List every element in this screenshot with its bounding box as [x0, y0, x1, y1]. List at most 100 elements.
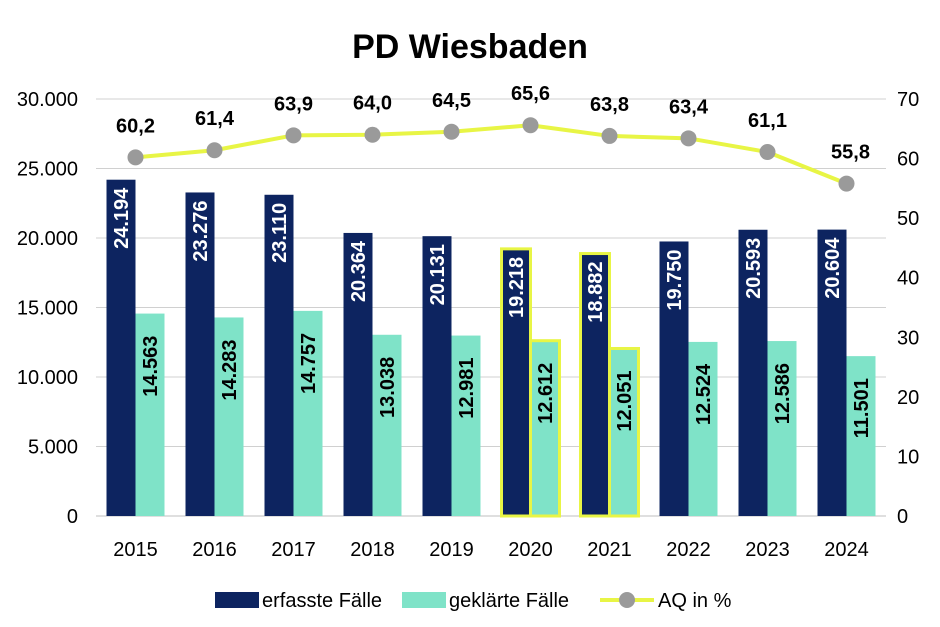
bar-geklaerte-faelle — [529, 339, 561, 518]
bar-geklaerte-faelle — [293, 310, 323, 516]
y-right-tick-label: 0 — [897, 506, 908, 528]
x-tick-label: 2018 — [350, 539, 395, 561]
bar-label-erfasste: 23.110 — [269, 203, 291, 263]
y-right-tick-label: 30 — [897, 327, 919, 349]
y-right-tick-label: 20 — [897, 387, 919, 409]
bar-erfasste-faelle — [106, 179, 136, 516]
bar-label-erfasste: 18.882 — [585, 262, 607, 323]
bar-erfasste-faelle — [264, 194, 294, 516]
aq-data-label: 64,5 — [432, 90, 471, 112]
aq-marker — [759, 144, 776, 161]
bar-label-erfasste: 23.276 — [190, 200, 212, 261]
bar-geklaerte-faelle — [688, 341, 718, 516]
aq-line — [135, 123, 848, 186]
x-tick-label: 2015 — [113, 539, 158, 561]
y-right-tick-label: 50 — [897, 208, 919, 230]
bar-label-geklaerte: 12.586 — [772, 363, 794, 424]
bar-label-geklaerte: 11.501 — [851, 378, 873, 438]
bar-erfasste-faelle — [500, 247, 532, 518]
bar-label-erfasste: 24.194 — [111, 187, 133, 249]
bar-label-geklaerte: 13.038 — [377, 357, 399, 418]
aq-data-label: 61,1 — [748, 110, 787, 132]
legend: erfasste Fälle geklärte Fälle AQ in % — [215, 590, 732, 612]
x-tick-label: 2016 — [192, 539, 237, 561]
aq-data-label: 55,8 — [831, 142, 870, 164]
bar-geklaerte-faelle — [608, 346, 640, 518]
bar-label-erfasste: 19.750 — [664, 249, 686, 310]
bar-erfasste-faelle — [659, 241, 689, 516]
bar-label-geklaerte: 14.563 — [140, 336, 162, 397]
aq-data-label: 63,8 — [590, 94, 629, 116]
y-left-tick-label: 10.000 — [17, 367, 78, 389]
bar-label-erfasste: 20.604 — [822, 237, 844, 299]
y-left-tick-label: 20.000 — [17, 228, 78, 250]
y-left-tick-label: 0 — [67, 506, 78, 528]
x-tick-label: 2024 — [824, 539, 869, 561]
bar-geklaerte-faelle — [846, 356, 876, 516]
bar-data-labels: 24.194 14.563 23.276 14.283 23.110 14.757 20.3… — [111, 187, 873, 438]
aq-marker — [364, 126, 381, 143]
bar-geklaerte-faelle — [451, 335, 481, 516]
chart-title: PD Wiesbaden — [352, 28, 588, 66]
line-series-aq: 60,2 61,4 63,9 64,0 64,5 65,6 63,8 63,4 61,1 55,8 — [116, 83, 870, 192]
bar-label-geklaerte: 12.051 — [614, 370, 636, 431]
y-left-tick-label: 15.000 — [17, 298, 78, 320]
legend-marker-aq — [619, 592, 635, 608]
bar-label-geklaerte: 14.283 — [219, 339, 241, 400]
legend-label-erfasste: erfasste Fälle — [262, 590, 382, 612]
aq-data-label: 63,4 — [669, 96, 709, 118]
legend-label-aq: AQ in % — [658, 590, 732, 612]
legend-swatch-erfasste — [215, 592, 259, 608]
bar-erfasste-faelle — [422, 236, 452, 517]
y-right-tick-label: 10 — [897, 446, 919, 468]
aq-marker — [838, 175, 855, 192]
aq-data-label: 61,4 — [195, 108, 235, 130]
y-left-tick-label: 5.000 — [28, 437, 78, 459]
bar-label-geklaerte: 12.612 — [535, 363, 557, 424]
x-tick-label: 2021 — [587, 539, 632, 561]
legend-swatch-geklaerte — [402, 592, 446, 608]
bar-erfasste-faelle — [817, 229, 847, 516]
bar-label-geklaerte: 14.757 — [298, 333, 320, 394]
x-tick-label: 2020 — [508, 539, 553, 561]
bar-label-geklaerte: 12.524 — [693, 363, 715, 425]
bar-geklaerte-faelle — [372, 334, 402, 516]
bar-label-erfasste: 20.364 — [348, 240, 370, 302]
aq-data-label: 60,2 — [116, 115, 155, 137]
y-right-tick-label: 40 — [897, 268, 919, 290]
x-tick-label: 2019 — [429, 539, 474, 561]
aq-marker — [522, 117, 539, 134]
aq-marker — [285, 127, 302, 144]
bar-geklaerte-faelle — [767, 341, 797, 516]
bar-erfasste-faelle — [185, 192, 215, 516]
aq-marker — [127, 149, 144, 166]
x-tick-label: 2023 — [745, 539, 790, 561]
y-left-tick-label: 30.000 — [17, 89, 78, 111]
bar-erfasste-faelle — [343, 232, 373, 516]
y-left-tick-label: 25.000 — [17, 159, 78, 181]
x-tick-label: 2017 — [271, 539, 316, 561]
bar-label-erfasste: 20.131 — [427, 244, 449, 305]
x-tick-label: 2022 — [666, 539, 711, 561]
bar-label-erfasste: 19.218 — [506, 257, 528, 318]
aq-marker — [680, 130, 697, 147]
bar-erfasste-faelle — [579, 252, 611, 518]
bar-geklaerte-faelle — [214, 317, 244, 516]
bar-label-geklaerte: 12.981 — [456, 358, 478, 419]
bar-geklaerte-faelle — [135, 313, 165, 516]
y-right-tick-label: 70 — [897, 89, 919, 111]
bar-series — [106, 179, 876, 518]
aq-data-label: 63,9 — [274, 93, 313, 115]
aq-data-label: 64,0 — [353, 93, 392, 115]
aq-marker — [206, 142, 223, 159]
bar-label-erfasste: 20.593 — [743, 238, 765, 299]
aq-data-label: 65,6 — [511, 83, 550, 105]
aq-marker — [601, 127, 618, 144]
bar-erfasste-faelle — [738, 229, 768, 516]
y-axis-left: 0 5.000 10.000 15.000 20.000 25.000 30.000 — [17, 89, 78, 528]
x-axis: 2015 2016 2017 2018 2019 2020 2021 2022 2023 2024 — [113, 539, 869, 561]
legend-label-geklaerte: geklärte Fälle — [449, 590, 569, 612]
y-right-tick-label: 60 — [897, 149, 919, 171]
y-axis-right: 0 10 20 30 40 50 60 70 — [897, 89, 919, 528]
